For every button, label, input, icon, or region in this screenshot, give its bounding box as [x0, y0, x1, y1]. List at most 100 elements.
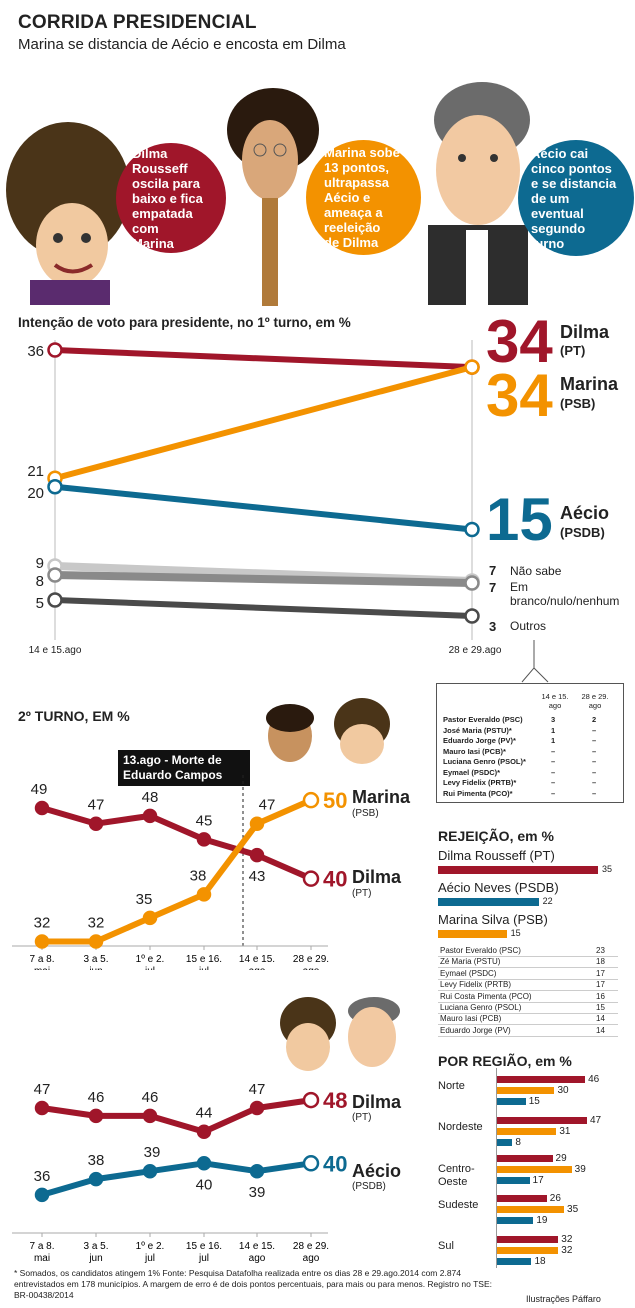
chart1-point-end [464, 359, 480, 375]
chart1-start-label: 21 [27, 463, 44, 480]
chart1-point-start [47, 567, 63, 583]
regiao-value: 18 [534, 1256, 546, 1267]
rejeicao-other-label: Rui Costa Pimenta (PCO) [440, 991, 532, 1001]
regiao-bar-Aécio [497, 1098, 526, 1105]
aecio-r3-party: (PSDB) [352, 1181, 386, 1192]
branco-value: 7 [489, 580, 497, 595]
bubble-line: e se distancia [531, 175, 617, 191]
rejeicao-other-label: Mauro Iasi (PCB) [440, 1014, 502, 1024]
others-table: 14 e 15. ago 28 e 29. ago Pastor Everald… [436, 683, 624, 803]
rejeicao-value: 35 [602, 864, 613, 874]
aecio-label: Aécio [560, 503, 610, 523]
regiao-value: 39 [574, 1164, 586, 1175]
table-row-name: Mauro Iasi (PCB)* [443, 746, 506, 756]
rejeicao-title: REJEIÇÃO, em % [438, 828, 554, 844]
regiao-bar-Dilma [497, 1155, 553, 1162]
regiao-value: 26 [549, 1193, 561, 1204]
chart3-value-label: 47 [249, 1081, 266, 1098]
footnote: * Somados, os candidatos atingem 1% Font… [14, 1268, 492, 1300]
outros-value: 3 [489, 619, 497, 634]
regiao-label-line: Sudeste [438, 1199, 479, 1211]
chart1-line-Dilma [52, 347, 475, 371]
rejeicao-other-label: Luciana Genro (PSOL) [440, 1003, 522, 1012]
chart3-value-label: 39 [249, 1184, 266, 1201]
chart1-x-label-1: 28 e 29.ago [448, 645, 502, 656]
rejeicao-bar [438, 930, 507, 938]
table-row-value-a: 3 [551, 715, 556, 724]
chart2-value-label: 49 [31, 781, 48, 798]
rejeicao-label: Dilma Rousseff (PT) [438, 848, 555, 863]
chart2-title: 2º TURNO, EM % [18, 708, 130, 724]
table-row-name: Eduardo Jorge (PV)* [443, 736, 516, 745]
dilma-r3-party: (PT) [352, 1112, 372, 1123]
chart3-x-label: ago [303, 1253, 320, 1264]
regiao-value: 35 [567, 1204, 579, 1215]
bubble-line: Aécio cai [531, 145, 589, 161]
chart3-value-label: 39 [144, 1144, 161, 1161]
marina-r2-label: Marina [352, 787, 411, 807]
chart1-start-label: 20 [27, 485, 44, 502]
regiao-value: 31 [559, 1126, 571, 1137]
table-row-name: Pastor Everaldo (PSC) [443, 715, 523, 724]
regiao-label: Nordeste [438, 1121, 483, 1134]
chart3-point [88, 1171, 104, 1187]
rejeicao-other-divider [438, 990, 618, 992]
aecio-face-icon [348, 997, 400, 1067]
rejeicao-other-label: Pastor Everaldo (PSC) [440, 946, 521, 955]
regiao-label-line: Sul [438, 1240, 454, 1252]
marina-face-icon [266, 704, 314, 762]
rejeicao-value: 15 [510, 928, 521, 938]
chart3-point [88, 1108, 104, 1124]
chart3-x-label: jun [88, 1253, 102, 1264]
chart3-value-label: 36 [34, 1168, 51, 1185]
chart1-line-Em branco/nulo/nenhum [51, 571, 476, 587]
second-round-faces [266, 698, 390, 764]
bubble-line: reeleição [324, 220, 381, 235]
chart2-point [249, 847, 265, 863]
bubble-line: turno [531, 235, 565, 251]
first-round-chart: 36 21 20 98 5 [27, 340, 480, 640]
chart2-x-label: 7 a 8. [29, 954, 54, 965]
chart3-value-label: 38 [88, 1152, 105, 1169]
bubble-line: Aécio e [324, 190, 371, 205]
rejeicao-label: Marina Silva (PSB) [438, 912, 548, 927]
rejeicao-other-divider [438, 978, 618, 980]
table-row-value-a: 1 [551, 736, 556, 745]
chart2-point [249, 816, 265, 831]
table-row-value-b: – [592, 736, 597, 745]
rejeicao-other-label: Zé Maria (PSTU) [440, 957, 501, 967]
chart3-value-label: 46 [142, 1089, 159, 1106]
regiao-bar-Marina [497, 1206, 565, 1213]
chart1-point-end [464, 521, 480, 538]
chart1-line-Aécio [52, 483, 475, 533]
bubble-line: baixo e fica [132, 190, 203, 206]
chart3-point [302, 1155, 320, 1172]
dilma-r2-label: Dilma [352, 867, 402, 887]
table-row-value-b: – [592, 767, 597, 777]
chart3-value-label: 47 [34, 1081, 51, 1098]
chart2-x-label: 3 a 5. [83, 954, 108, 965]
chart3-x-label: 28 e 29. [293, 1241, 329, 1252]
chart2-line-Dilma [41, 805, 313, 882]
table-row-value-b: – [592, 778, 597, 787]
chart2-x-label: 28 e 29. [293, 954, 329, 965]
chart3-line-Aécio [41, 1160, 312, 1198]
bubble-line: de um [531, 190, 570, 206]
chart1-point-end [464, 608, 480, 624]
rejeicao-bar [438, 898, 539, 906]
marina-label: Marina [560, 374, 619, 394]
rejeicao-other-value: 16 [596, 991, 605, 1001]
chart3-point [142, 1163, 158, 1179]
regiao-bar-Aécio [497, 1217, 534, 1224]
chart2-x-label: 14 e 15. [239, 954, 275, 965]
table-row-value-b: – [592, 746, 597, 756]
table-header-0: 14 e 15. ago [541, 692, 569, 710]
chart3-final-value: 40 [323, 1151, 347, 1176]
rejeicao-other-divider [438, 967, 618, 969]
chart3-point [34, 1187, 50, 1203]
third-chart-faces [280, 997, 400, 1071]
regiao-value: 30 [557, 1085, 569, 1096]
chart2-x-label: jul [198, 966, 209, 970]
rejeicao-other-value: 15 [596, 1003, 605, 1012]
